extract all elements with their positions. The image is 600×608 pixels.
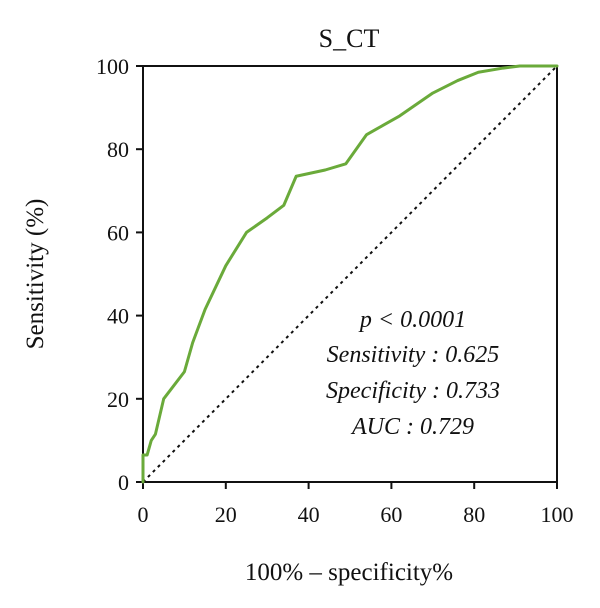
y-tick-label: 100 [96,54,129,79]
annotation-p-value: p < 0.0001 [358,307,466,333]
annotation-specificity: Specificity : 0.733 [326,378,500,404]
x-tick-label: 40 [298,502,320,527]
chart-title: S_CT [319,24,380,53]
plot-frame [142,65,558,483]
y-tick-label: 60 [107,220,129,245]
annotation-auc: AUC : 0.729 [350,414,474,440]
y-tick-label: 0 [118,470,129,495]
roc-curve-layer [141,64,559,484]
x-tick-label: 80 [463,502,485,527]
y-tick-label: 20 [107,387,129,412]
x-tick-label: 60 [380,502,402,527]
axis-ticks: 0 20 40 60 80 100 0 20 40 60 80 100 [96,54,574,527]
plot-border [142,65,558,483]
x-tick-label: 20 [215,502,237,527]
roc-curve-line [141,64,559,484]
x-tick-label: 0 [138,502,149,527]
reference-line-layer [142,65,558,483]
y-tick-label: 80 [107,137,129,162]
stats-annotation: p < 0.0001 Sensitivity : 0.625 Specifici… [326,307,500,440]
y-axis-label: Sensitivity (%) [22,199,49,350]
reference-diagonal-line [142,65,558,483]
annotation-sensitivity: Sensitivity : 0.625 [327,342,500,368]
x-tick-label: 100 [541,502,574,527]
y-tick-label: 40 [107,304,129,329]
x-axis-label: 100% – specificity% [245,559,453,586]
